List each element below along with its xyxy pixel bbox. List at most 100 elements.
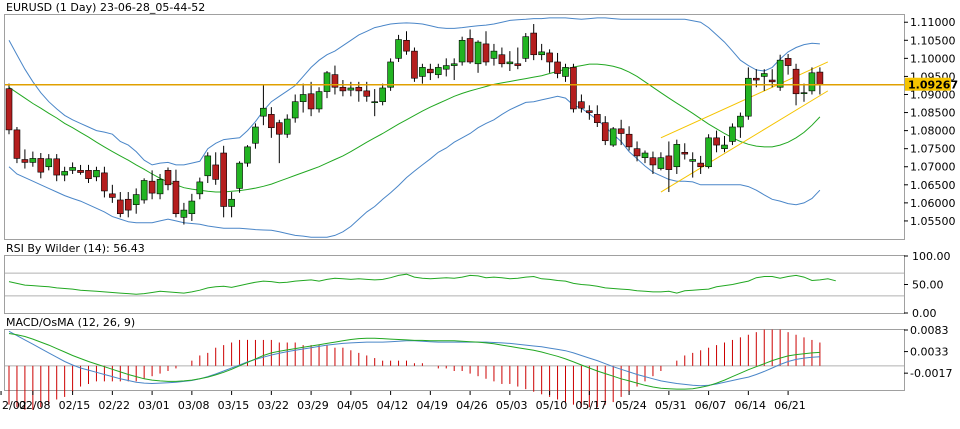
bear-candle	[37, 158, 45, 173]
bull-candle	[442, 65, 450, 70]
price-tick-label: 1.06000	[910, 197, 956, 210]
price-tick-label: 1.09000	[910, 88, 956, 101]
bull-candle	[474, 41, 482, 65]
bull-candle	[252, 126, 259, 144]
bull-candle	[506, 61, 514, 65]
date-tick-label: 05/10	[536, 399, 568, 412]
bollinger-lower-line	[8, 95, 821, 238]
price-tick-label: 1.07000	[910, 161, 956, 174]
date-tick-label: 02/15	[59, 399, 91, 412]
bear-candle	[331, 74, 339, 88]
bear-candle	[649, 157, 657, 166]
bear-candle	[586, 110, 593, 113]
bull-candle	[721, 144, 728, 149]
bull-candle	[188, 200, 196, 215]
bear-candle	[13, 129, 21, 159]
price-tick-label: 1.08500	[910, 107, 956, 120]
signal-line	[8, 333, 820, 390]
price-y-axis: 1.110001.105001.100001.095001.090001.085…	[904, 16, 956, 228]
bull-candle	[379, 87, 386, 103]
bull-candle	[61, 171, 68, 176]
bear-candle	[117, 199, 124, 215]
bull-candle	[705, 137, 712, 168]
rsi-panel[interactable]	[4, 255, 905, 314]
bear-candle	[713, 137, 720, 146]
bull-candle	[808, 72, 816, 92]
bear-candle	[307, 93, 315, 110]
bull-candle	[562, 67, 569, 77]
bull-candle	[737, 115, 744, 128]
bear-candle	[554, 61, 561, 74]
bull-candle	[291, 101, 299, 119]
bull-candle	[228, 198, 235, 207]
bull-candle	[140, 180, 148, 201]
macd-y-axis: 0.0083 0.0033 -0.0017	[904, 324, 952, 380]
bear-candle	[101, 172, 108, 192]
bull-candle	[204, 155, 212, 177]
bear-candle	[77, 170, 84, 173]
bull-candle	[244, 146, 251, 164]
date-tick-label: 02/08	[19, 399, 51, 412]
date-tick-label: 05/17	[575, 399, 607, 412]
price-tick-label: 1.08000	[910, 125, 956, 138]
macd-panel[interactable]	[4, 329, 905, 391]
bear-candle	[784, 58, 792, 66]
bull-candle	[729, 126, 736, 142]
trend-channel-line	[660, 61, 829, 139]
bull-candle	[347, 87, 355, 91]
bear-candle	[466, 38, 474, 63]
bear-candle	[816, 71, 824, 86]
bull-candle	[522, 36, 530, 59]
price-tick-label: 1.05500	[910, 215, 956, 228]
bull-candle	[387, 61, 394, 88]
bear-candle	[482, 43, 490, 63]
bear-candle	[355, 86, 363, 92]
bull-candle	[450, 63, 458, 66]
price-panel[interactable]	[4, 14, 905, 240]
date-tick-label: 04/19	[416, 399, 448, 412]
rsi-tick-label: 50.00	[912, 279, 944, 292]
bollinger-upper-line	[8, 17, 820, 166]
bull-candle	[323, 72, 331, 92]
bull-candle	[760, 73, 768, 77]
price-tick-label: 1.10500	[910, 34, 956, 47]
date-tick-label: 06/07	[695, 399, 727, 412]
bull-candle	[800, 92, 808, 94]
price-plot	[5, 17, 904, 238]
bull-candle	[69, 167, 76, 171]
date-tick-label: 02/22	[98, 399, 130, 412]
bear-candle	[625, 133, 633, 148]
bear-candle	[530, 32, 538, 56]
macd-tick-label: -0.0017	[910, 367, 952, 380]
bear-candle	[53, 158, 61, 176]
rsi-plot	[5, 272, 904, 297]
bear-candle	[617, 128, 625, 134]
macd-panel-title: MACD/OsMA (12, 26, 9)	[6, 316, 135, 329]
bear-candle	[339, 86, 347, 92]
date-tick-label: 04/05	[337, 399, 369, 412]
bear-candle	[5, 88, 13, 131]
bull-candle	[299, 94, 307, 103]
bear-candle	[570, 67, 577, 110]
bull-candle	[236, 162, 243, 189]
bear-candle	[220, 152, 227, 207]
bull-candle	[689, 159, 697, 162]
bear-candle	[21, 159, 29, 163]
bull-candle	[196, 181, 204, 195]
bear-candle	[164, 170, 172, 186]
current-price-label: 1.09267	[908, 79, 958, 92]
bull-candle	[395, 39, 402, 59]
price-tick-label: 1.07500	[910, 143, 956, 156]
bear-candle	[633, 148, 641, 157]
price-panel-title: EURUSD (1 Day) 23-06-28_05-44-52	[6, 1, 205, 14]
bull-candle	[657, 157, 665, 169]
bear-candle	[124, 198, 132, 211]
date-tick-label: 03/01	[138, 399, 170, 412]
date-tick-label: 03/22	[257, 399, 289, 412]
bear-candle	[665, 155, 673, 170]
price-tick-label: 1.06500	[910, 179, 956, 192]
bull-candle	[458, 39, 466, 63]
